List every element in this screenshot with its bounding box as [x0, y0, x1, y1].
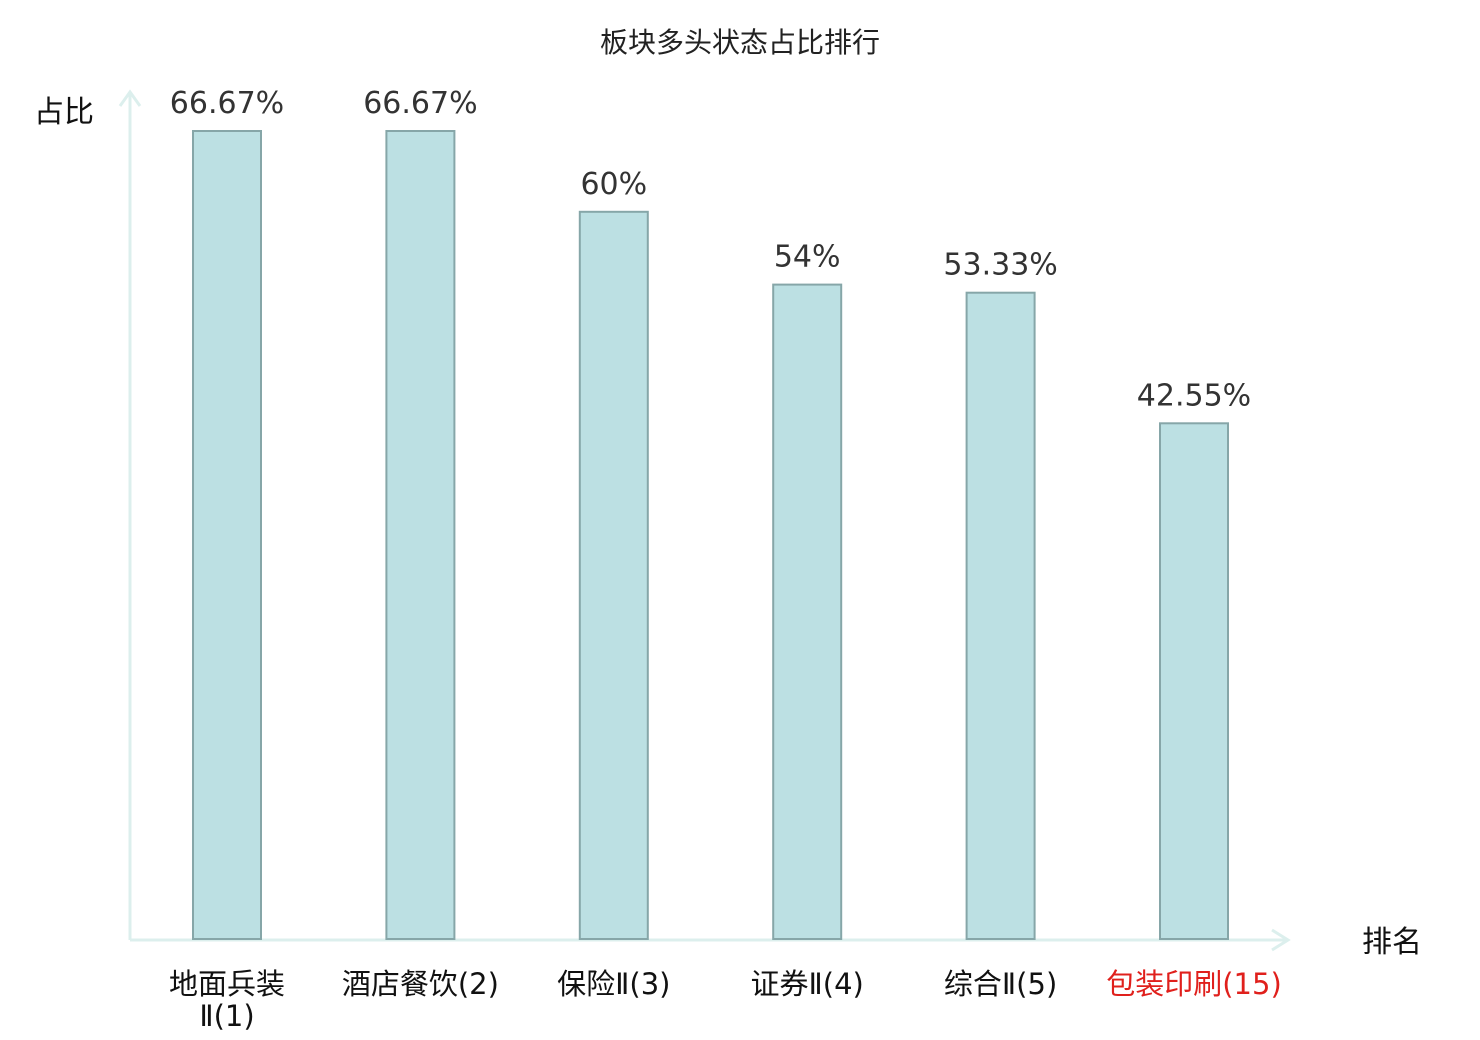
y-axis-label: 占比 [34, 95, 94, 130]
value-labels-group: 66.67% 66.67% 60% 54% 53.33% 42.55% [170, 86, 1251, 413]
value-label-3: 60% [580, 167, 647, 202]
value-label-5: 53.33% [943, 248, 1057, 283]
y-axis [118, 89, 142, 940]
chart-title: 板块多头状态占比排行 [600, 26, 880, 59]
category-label-5: 综合Ⅱ(5) [944, 967, 1057, 1001]
category-label-4: 证券Ⅱ(4) [751, 967, 864, 1001]
bar-4 [772, 283, 843, 941]
bar-6 [1159, 422, 1229, 940]
value-label-4: 54% [774, 240, 841, 275]
bars-group [192, 130, 1229, 941]
category-label-1-line-1: 地面兵装 [169, 967, 285, 1001]
category-label-3: 保险Ⅱ(3) [557, 967, 670, 1001]
bar-1 [192, 130, 262, 940]
category-label-6: 包装印刷(15) [1106, 967, 1282, 1001]
value-label-1: 66.67% [170, 86, 284, 121]
value-label-2: 66.67% [363, 86, 477, 121]
category-label-1-line-2: Ⅱ(1) [199, 999, 254, 1033]
x-axis [130, 928, 1291, 952]
bar-5 [965, 291, 1036, 940]
x-axis-label: 排名 [1362, 925, 1422, 960]
category-label-2: 酒店餐饮(2) [342, 967, 499, 1001]
bar-2 [385, 130, 456, 940]
bar-3 [578, 210, 649, 941]
value-label-6: 42.55% [1137, 378, 1251, 413]
